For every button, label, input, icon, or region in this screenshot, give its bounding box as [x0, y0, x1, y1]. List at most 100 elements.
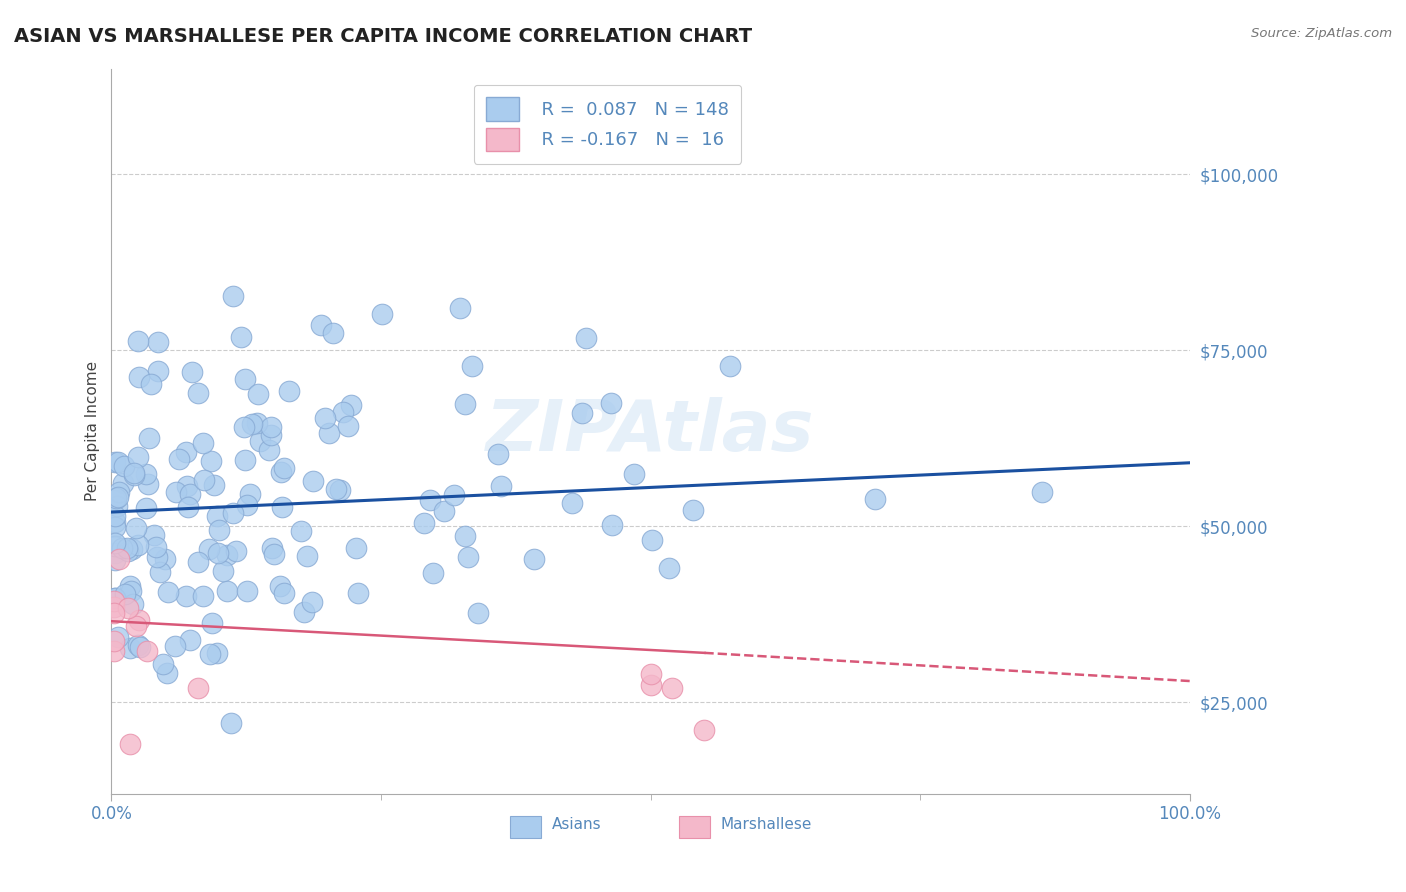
Point — [682, 502, 704, 516]
Point — [103, 600, 125, 615]
Point — [257, 442, 280, 457]
Point — [371, 307, 394, 321]
Point — [118, 579, 141, 593]
Point — [104, 515, 127, 529]
Point — [104, 591, 127, 606]
Point — [169, 452, 191, 467]
Point — [153, 551, 176, 566]
Point — [269, 578, 291, 592]
Point — [107, 491, 129, 505]
Point — [111, 541, 134, 555]
Point — [322, 326, 344, 341]
Point — [212, 564, 235, 578]
Point — [135, 501, 157, 516]
Point — [112, 475, 135, 490]
Point — [443, 488, 465, 502]
Point — [1031, 484, 1053, 499]
Text: ASIAN VS MARSHALLESE PER CAPITA INCOME CORRELATION CHART: ASIAN VS MARSHALLESE PER CAPITA INCOME C… — [14, 27, 752, 45]
Point — [571, 406, 593, 420]
Point — [301, 474, 323, 488]
Point — [107, 455, 129, 469]
Point — [337, 419, 360, 434]
Point — [433, 504, 456, 518]
Point — [238, 487, 260, 501]
Point — [233, 371, 256, 385]
Point — [419, 492, 441, 507]
Point — [156, 665, 179, 680]
Point — [217, 548, 239, 562]
Point — [145, 540, 167, 554]
Point — [658, 561, 681, 575]
Point — [329, 483, 352, 497]
Point — [454, 528, 477, 542]
Point — [309, 318, 332, 332]
Point — [174, 589, 197, 603]
Point — [457, 549, 479, 564]
Point — [127, 639, 149, 653]
Point — [198, 648, 221, 662]
Point — [523, 551, 546, 566]
Point — [219, 716, 242, 731]
Point — [198, 541, 221, 556]
Point — [118, 737, 141, 751]
Point — [467, 606, 489, 620]
Point — [143, 528, 166, 542]
Point — [222, 506, 245, 520]
Point — [208, 523, 231, 537]
Point — [127, 334, 149, 349]
Point — [187, 386, 209, 401]
Point — [270, 500, 292, 514]
Point — [179, 633, 201, 648]
Y-axis label: Per Capita Income: Per Capita Income — [86, 361, 100, 501]
Point — [104, 520, 127, 534]
Point — [260, 428, 283, 442]
Point — [104, 546, 127, 560]
Point — [108, 485, 131, 500]
Point — [461, 359, 484, 373]
Point — [561, 495, 583, 509]
Point — [205, 646, 228, 660]
Text: Marshallese: Marshallese — [721, 816, 813, 831]
Point — [121, 541, 143, 556]
Point — [117, 601, 139, 615]
Point — [600, 517, 623, 532]
Point — [201, 616, 224, 631]
Point — [236, 584, 259, 599]
Point — [340, 398, 363, 412]
Point — [600, 396, 623, 410]
Point — [641, 533, 664, 547]
Point — [193, 473, 215, 487]
Point — [301, 595, 323, 609]
Point — [205, 508, 228, 523]
Point — [422, 566, 444, 580]
Point — [575, 331, 598, 345]
Point — [623, 467, 645, 481]
Point — [127, 538, 149, 552]
Point — [174, 444, 197, 458]
Point — [225, 544, 247, 558]
Point — [128, 369, 150, 384]
Point — [139, 377, 162, 392]
Point — [449, 301, 471, 316]
Point — [233, 420, 256, 434]
Point — [233, 452, 256, 467]
Point — [236, 498, 259, 512]
Point — [125, 520, 148, 534]
Point — [104, 591, 127, 605]
Point — [146, 364, 169, 378]
Point — [193, 589, 215, 603]
Point — [149, 566, 172, 580]
Point — [318, 426, 340, 441]
Point — [718, 359, 741, 373]
Point — [104, 455, 127, 469]
Point — [413, 516, 436, 530]
Point — [246, 386, 269, 401]
Point — [180, 365, 202, 379]
Point — [260, 420, 283, 434]
Point — [693, 723, 716, 738]
Point — [114, 586, 136, 600]
Point — [347, 586, 370, 600]
Point — [202, 478, 225, 492]
Point — [128, 613, 150, 627]
Point — [104, 553, 127, 567]
